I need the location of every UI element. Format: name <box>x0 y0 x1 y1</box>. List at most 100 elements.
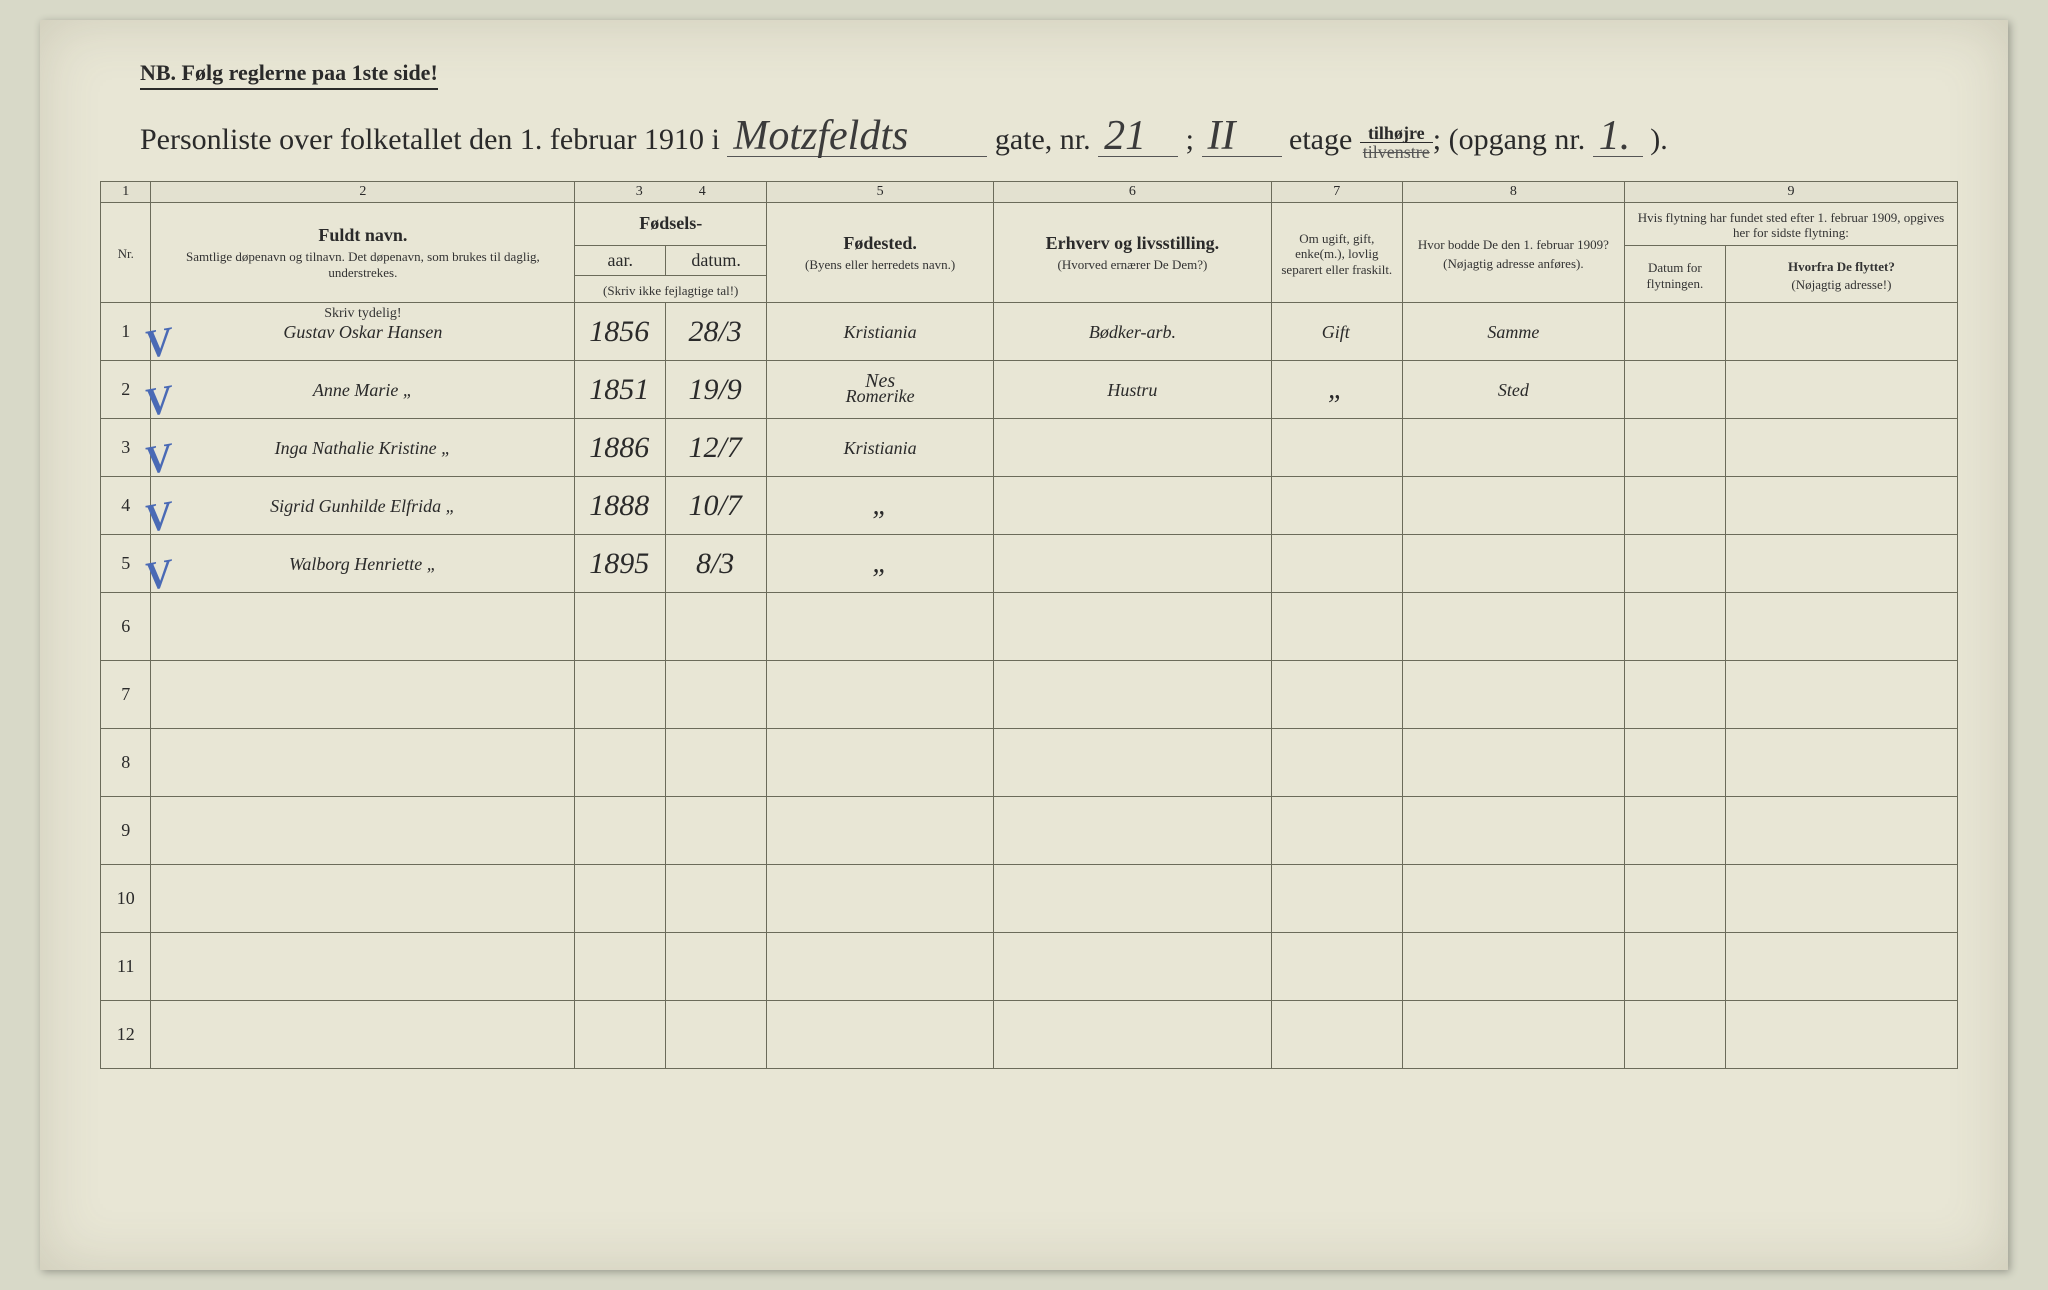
header-year-note: (Skriv ikke fejlagtige tal!) <box>575 275 767 303</box>
person-name: Walborg Henriette „ <box>289 554 437 574</box>
birth-year: 1856 <box>575 303 666 361</box>
table-row-empty: 7 <box>101 661 1958 729</box>
gate-label: gate, nr. <box>995 123 1091 156</box>
side-top: tilhøjre <box>1360 124 1433 143</box>
table-row-empty: 12 <box>101 1001 1958 1069</box>
header-move: Hvis flytning har fundet sted efter 1. f… <box>1624 202 1957 245</box>
occupation: Bødker-arb. <box>994 303 1272 361</box>
header-row-1: Nr. Fuldt navn. Samtlige døpenavn og til… <box>101 202 1958 245</box>
table-row-empty: 8 <box>101 729 1958 797</box>
person-name: Inga Nathalie Kristine „ <box>275 438 452 458</box>
person-name: Sigrid Gunhilde Elfrida „ <box>270 496 456 516</box>
move-from <box>1725 303 1957 361</box>
street-name-field: Motzfeldts <box>727 118 987 157</box>
header-name-sub: Samtlige døpenavn og tilnavn. Det døpena… <box>157 249 568 280</box>
address-1909 <box>1402 419 1624 477</box>
side-bottom: tilvenstre <box>1360 143 1433 161</box>
nb-header: NB. Følg reglerne paa 1ste side! <box>140 60 438 90</box>
marital-status <box>1271 419 1402 477</box>
colnum-9: 9 <box>1624 181 1957 202</box>
table-row-empty: 11 <box>101 933 1958 1001</box>
header-addr1909: Hvor bodde De den 1. februar 1909? (Nøja… <box>1402 202 1624 303</box>
name-cell: V Sigrid Gunhilde Elfrida „ <box>151 477 575 535</box>
colnum-1: 1 <box>101 181 151 202</box>
header-year: aar. <box>575 245 666 275</box>
row-number: 7 <box>101 661 151 729</box>
colnum-6: 6 <box>994 181 1272 202</box>
row-number: 12 <box>101 1001 151 1069</box>
header-birth: Fødsels- <box>575 202 767 245</box>
table-row: 2 V Anne Marie „ 1851 19/9 NesRomerike H… <box>101 361 1958 419</box>
header-move-date: Datum for flytningen. <box>1624 245 1725 303</box>
address-1909 <box>1402 535 1624 593</box>
marital-status <box>1271 535 1402 593</box>
occupation <box>994 477 1272 535</box>
birthplace: Kristiania <box>767 303 994 361</box>
semicolon-1: ; <box>1186 123 1194 156</box>
colnum-3-4: 3 4 <box>575 181 767 202</box>
birth-date: 8/3 <box>666 535 767 593</box>
move-from <box>1725 535 1957 593</box>
row-number: 6 <box>101 593 151 661</box>
colnum-2: 2 <box>151 181 575 202</box>
skriv-tydelig-label: Skriv tydelig! <box>324 307 401 321</box>
address-1909 <box>1402 477 1624 535</box>
gate-number-field: 21 <box>1098 118 1178 157</box>
form-title-line: Personliste over folketallet den 1. febr… <box>140 118 1958 161</box>
colnum-7: 7 <box>1271 181 1402 202</box>
table-row: 4 V Sigrid Gunhilde Elfrida „ 1888 10/7 … <box>101 477 1958 535</box>
move-date <box>1624 419 1725 477</box>
header-name: Fuldt navn. Samtlige døpenavn og tilnavn… <box>151 202 575 303</box>
birthplace: „ <box>767 477 994 535</box>
header-nr: Nr. <box>101 202 151 303</box>
birth-date: 28/3 <box>666 303 767 361</box>
birth-year: 1886 <box>575 419 666 477</box>
row-number: 8 <box>101 729 151 797</box>
table-row: 5 V Walborg Henriette „ 1895 8/3 „ <box>101 535 1958 593</box>
column-number-row: 1 2 3 4 5 6 7 8 9 <box>101 181 1958 202</box>
check-mark: V <box>142 495 175 539</box>
etage-label: etage <box>1289 123 1352 156</box>
table-row: 3 V Inga Nathalie Kristine „ 1886 12/7 K… <box>101 419 1958 477</box>
floor-field: II <box>1202 118 1282 157</box>
side-fraction: tilhøjre tilvenstre <box>1360 124 1433 161</box>
header-marital: Om ugift, gift, enke(m.), lovlig separer… <box>1271 202 1402 303</box>
move-date <box>1624 361 1725 419</box>
person-name: Gustav Oskar Hansen <box>283 322 442 342</box>
header-birthplace: Fødested. (Byens eller herredets navn.) <box>767 202 994 303</box>
occupation <box>994 535 1272 593</box>
move-from <box>1725 419 1957 477</box>
move-date <box>1624 535 1725 593</box>
header-occupation: Erhverv og livsstilling. (Hvorved ernære… <box>994 202 1272 303</box>
table-row: 1 Skriv tydelig! V Gustav Oskar Hansen 1… <box>101 303 1958 361</box>
opgang-label: (opgang nr. <box>1449 123 1586 156</box>
check-mark: V <box>142 437 175 481</box>
birth-date: 12/7 <box>666 419 767 477</box>
birthplace: Kristiania <box>767 419 994 477</box>
row-number: 10 <box>101 865 151 933</box>
marital-status: „ <box>1271 361 1402 419</box>
birth-year: 1851 <box>575 361 666 419</box>
close-paren: ). <box>1650 123 1668 156</box>
table-row-empty: 9 <box>101 797 1958 865</box>
move-from <box>1725 477 1957 535</box>
header-name-title: Fuldt navn. <box>318 225 407 245</box>
name-cell: V Walborg Henriette „ <box>151 535 575 593</box>
birth-date: 19/9 <box>666 361 767 419</box>
name-cell: V Anne Marie „ <box>151 361 575 419</box>
check-mark: V <box>142 321 175 365</box>
colnum-8: 8 <box>1402 181 1624 202</box>
table-row-empty: 10 <box>101 865 1958 933</box>
colnum-5: 5 <box>767 181 994 202</box>
marital-status <box>1271 477 1402 535</box>
person-name: Anne Marie „ <box>313 380 413 400</box>
header-date: datum. <box>666 245 767 275</box>
census-table: 1 2 3 4 5 6 7 8 9 Nr. Fuldt navn. Samtli… <box>100 181 1958 1070</box>
name-cell: Skriv tydelig! V Gustav Oskar Hansen <box>151 303 575 361</box>
title-prefix: Personliste over folketallet den 1. febr… <box>140 123 720 156</box>
address-1909: Sted <box>1402 361 1624 419</box>
birth-date: 10/7 <box>666 477 767 535</box>
table-row-empty: 6 <box>101 593 1958 661</box>
address-1909: Samme <box>1402 303 1624 361</box>
move-date <box>1624 303 1725 361</box>
